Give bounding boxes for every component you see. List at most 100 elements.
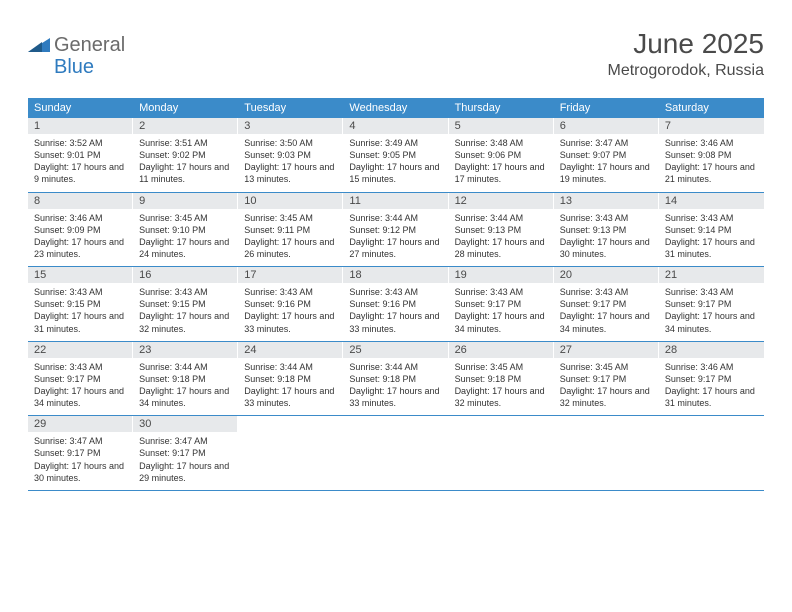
- day-number: 29: [28, 416, 133, 432]
- day-number: 3: [238, 118, 343, 134]
- day-number: 10: [238, 193, 343, 209]
- sunset-line: Sunset: 9:09 PM: [34, 224, 127, 236]
- day-number: 4: [343, 118, 448, 134]
- sunrise-line: Sunrise: 3:44 AM: [455, 212, 548, 224]
- day-cell: 30Sunrise: 3:47 AMSunset: 9:17 PMDayligh…: [133, 416, 238, 490]
- sunrise-line: Sunrise: 3:50 AM: [244, 137, 337, 149]
- sunset-line: Sunset: 9:12 PM: [349, 224, 442, 236]
- empty-day-cell: [554, 416, 659, 490]
- weekday-cell: Monday: [133, 98, 238, 118]
- day-details: Sunrise: 3:43 AMSunset: 9:17 PMDaylight:…: [554, 283, 659, 335]
- daylight-line: Daylight: 17 hours and 30 minutes.: [34, 460, 127, 484]
- weekday-cell: Thursday: [449, 98, 554, 118]
- sunset-line: Sunset: 9:05 PM: [349, 149, 442, 161]
- weekday-header-row: SundayMondayTuesdayWednesdayThursdayFrid…: [28, 98, 764, 118]
- week-row: 15Sunrise: 3:43 AMSunset: 9:15 PMDayligh…: [28, 267, 764, 342]
- day-cell: 1Sunrise: 3:52 AMSunset: 9:01 PMDaylight…: [28, 118, 133, 192]
- weekday-cell: Tuesday: [238, 98, 343, 118]
- day-details: Sunrise: 3:43 AMSunset: 9:15 PMDaylight:…: [28, 283, 133, 335]
- sunset-line: Sunset: 9:17 PM: [34, 373, 127, 385]
- day-cell: 3Sunrise: 3:50 AMSunset: 9:03 PMDaylight…: [238, 118, 343, 192]
- day-number: 11: [343, 193, 448, 209]
- day-cell: 20Sunrise: 3:43 AMSunset: 9:17 PMDayligh…: [554, 267, 659, 341]
- sunrise-line: Sunrise: 3:45 AM: [139, 212, 232, 224]
- daylight-line: Daylight: 17 hours and 27 minutes.: [349, 236, 442, 260]
- daylight-line: Daylight: 17 hours and 17 minutes.: [455, 161, 548, 185]
- sunset-line: Sunset: 9:13 PM: [455, 224, 548, 236]
- day-cell: 16Sunrise: 3:43 AMSunset: 9:15 PMDayligh…: [133, 267, 238, 341]
- day-cell: 9Sunrise: 3:45 AMSunset: 9:10 PMDaylight…: [133, 193, 238, 267]
- day-number: 9: [133, 193, 238, 209]
- day-number: 19: [449, 267, 554, 283]
- sunset-line: Sunset: 9:11 PM: [244, 224, 337, 236]
- daylight-line: Daylight: 17 hours and 29 minutes.: [139, 460, 232, 484]
- calendar-grid: SundayMondayTuesdayWednesdayThursdayFrid…: [28, 98, 764, 491]
- week-row: 8Sunrise: 3:46 AMSunset: 9:09 PMDaylight…: [28, 193, 764, 268]
- sunrise-line: Sunrise: 3:43 AM: [665, 212, 758, 224]
- empty-day-cell: [238, 416, 343, 490]
- day-number: 23: [133, 342, 238, 358]
- sunset-line: Sunset: 9:13 PM: [560, 224, 653, 236]
- sunset-line: Sunset: 9:16 PM: [244, 298, 337, 310]
- daylight-line: Daylight: 17 hours and 34 minutes.: [455, 310, 548, 334]
- day-cell: 22Sunrise: 3:43 AMSunset: 9:17 PMDayligh…: [28, 342, 133, 416]
- sunrise-line: Sunrise: 3:45 AM: [455, 361, 548, 373]
- day-details: Sunrise: 3:45 AMSunset: 9:18 PMDaylight:…: [449, 358, 554, 410]
- day-number: 25: [343, 342, 448, 358]
- day-number: 22: [28, 342, 133, 358]
- weeks-container: 1 Sunrise: 3:52 AMSunset: 9:01 PM Daylight…: [28, 118, 764, 491]
- daylight-line: Daylight: 17 hours and 28 minutes.: [455, 236, 548, 260]
- day-details: Sunrise: 3:48 AMSunset: 9:06 PMDaylight:…: [449, 134, 554, 186]
- sunrise-line: Sunrise: 3:52 AM: [34, 137, 127, 149]
- sunset-line: Sunset: 9:17 PM: [665, 373, 758, 385]
- brand-text-part2-wrap: Blue: [54, 56, 94, 79]
- day-details: Sunrise: 3:47 AMSunset: 9:07 PMDaylight:…: [554, 134, 659, 186]
- day-details: Sunrise: 3:51 AMSunset: 9:02 PMDaylight:…: [133, 134, 238, 186]
- sunset-line: Sunset: 9:10 PM: [139, 224, 232, 236]
- day-number: 18: [343, 267, 448, 283]
- day-cell: 4Sunrise: 3:49 AMSunset: 9:05 PMDaylight…: [343, 118, 448, 192]
- day-cell: 5Sunrise: 3:48 AMSunset: 9:06 PMDaylight…: [449, 118, 554, 192]
- day-cell: 27Sunrise: 3:45 AMSunset: 9:17 PMDayligh…: [554, 342, 659, 416]
- day-details: Sunrise: 3:49 AMSunset: 9:05 PMDaylight:…: [343, 134, 448, 186]
- day-cell: 12 Sunrise: 3:44 AMSunset: 9:13 PMDayligh…: [449, 193, 554, 267]
- sunrise-line: Sunrise: 3:47 AM: [560, 137, 653, 149]
- day-number: 12: [449, 193, 554, 209]
- day-cell: 8Sunrise: 3:46 AMSunset: 9:09 PMDaylight…: [28, 193, 133, 267]
- daylight-line: Daylight: 17 hours and 11 minutes.: [139, 161, 232, 185]
- daylight-line: Daylight: 17 hours and 33 minutes.: [244, 385, 337, 409]
- daylight-line: Daylight: 17 hours and 34 minutes.: [560, 310, 653, 334]
- sunset-line: Sunset: 9:03 PM: [244, 149, 337, 161]
- day-cell: 25Sunrise: 3:44 AMSunset: 9:18 PMDayligh…: [343, 342, 448, 416]
- sunset-line: Sunset: 9:01 PM: [34, 149, 127, 161]
- day-details: Sunrise: 3:47 AMSunset: 9:17 PMDaylight:…: [28, 432, 133, 484]
- day-number: 6: [554, 118, 659, 134]
- day-cell: 15Sunrise: 3:43 AMSunset: 9:15 PMDayligh…: [28, 267, 133, 341]
- sunrise-line: Sunrise: 3:43 AM: [560, 286, 653, 298]
- sunset-line: Sunset: 9:14 PM: [665, 224, 758, 236]
- brand-text-part1: General: [54, 34, 125, 57]
- sunrise-line: Sunrise: 3:44 AM: [349, 361, 442, 373]
- brand-logo: General: [28, 28, 127, 57]
- empty-day-cell: [449, 416, 554, 490]
- daylight-line: Daylight: 17 hours and 32 minutes.: [560, 385, 653, 409]
- day-number: 1: [28, 118, 133, 134]
- day-number: 26: [449, 342, 554, 358]
- day-details: Sunrise: 3:43 AMSunset: 9:17 PMDaylight:…: [28, 358, 133, 410]
- weekday-cell: Saturday: [659, 98, 764, 118]
- day-cell: 11Sunrise: 3:44 AMSunset: 9:12 PMDayligh…: [343, 193, 448, 267]
- sunset-line: Sunset: 9:06 PM: [455, 149, 548, 161]
- daylight-line: Daylight: 17 hours and 21 minutes.: [665, 161, 758, 185]
- day-cell: 10Sunrise: 3:45 AMSunset: 9:11 PMDayligh…: [238, 193, 343, 267]
- day-number: 20: [554, 267, 659, 283]
- title-block: June 2025 Metrogorodok, Russia: [607, 28, 764, 80]
- day-number: 30: [133, 416, 238, 432]
- weekday-cell: Friday: [554, 98, 659, 118]
- sunset-line: Sunset: 9:17 PM: [34, 447, 127, 459]
- day-cell: 13Sunrise: 3:43 AMSunset: 9:13 PMDayligh…: [554, 193, 659, 267]
- daylight-line: Daylight: 17 hours and 31 minutes.: [665, 236, 758, 260]
- day-details: Sunrise: 3:44 AMSunset: 9:18 PMDaylight:…: [343, 358, 448, 410]
- sunrise-line: Sunrise: 3:47 AM: [34, 435, 127, 447]
- daylight-line: Daylight: 17 hours and 31 minutes.: [34, 310, 127, 334]
- day-details: Sunrise: 3:44 AMSunset: 9:18 PMDaylight:…: [133, 358, 238, 410]
